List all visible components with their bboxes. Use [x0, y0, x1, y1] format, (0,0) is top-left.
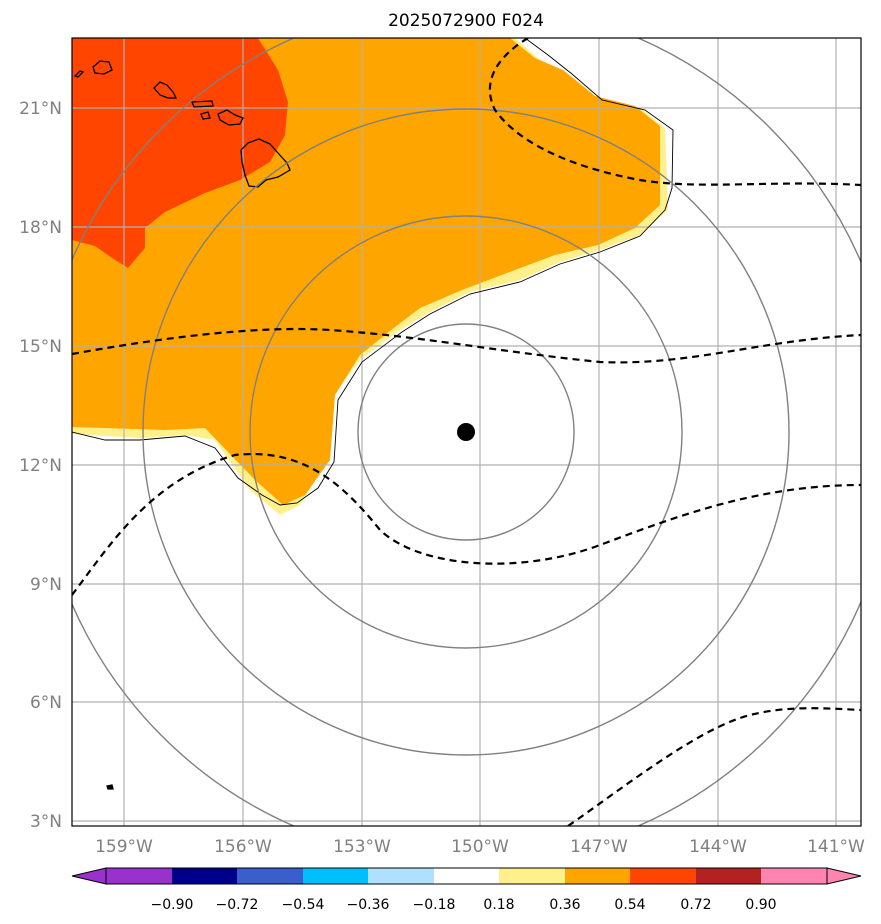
y-tick-label: 12°N: [19, 456, 62, 476]
island-hawaii: [240, 138, 291, 188]
x-tick-label: 153°W: [333, 837, 391, 857]
colorbar-tick-label: 0.72: [680, 897, 711, 913]
field-boundary-line: [72, 38, 674, 506]
colorbar-tick-label: 0.18: [483, 897, 514, 913]
y-tick-label: 18°N: [19, 218, 62, 238]
colorbar-segment: [172, 868, 237, 884]
colorbar-segment: [106, 868, 172, 884]
y-tick-label: 15°N: [19, 337, 62, 357]
x-tick-label: 150°W: [451, 837, 509, 857]
colorbar-tick-label: −0.54: [282, 897, 325, 913]
colorbar-tick-label: 0.36: [549, 897, 580, 913]
colorbar-segment: [565, 868, 630, 884]
colorbar-tick-label: −0.36: [347, 897, 390, 913]
colorbar-segment: [761, 868, 827, 884]
colorbar-tick-label: 0.54: [614, 897, 645, 913]
y-tick-label: 9°N: [30, 575, 62, 595]
range-ring-1: [357, 323, 575, 541]
contour-north: [488, 38, 861, 187]
x-tick-label: 141°W: [807, 837, 865, 857]
map-title: 2025072900 F024: [388, 11, 544, 31]
x-tick-label: 144°W: [689, 837, 747, 857]
island-maui: [217, 109, 244, 126]
contour-south: [567, 707, 861, 826]
map-area: [72, 38, 861, 826]
range-ring-3: [142, 108, 790, 756]
colorbar-segment: [237, 868, 303, 884]
colorbar-extend-high: [826, 867, 862, 885]
colorbar-segment: [499, 868, 565, 884]
field-region-high: [72, 38, 288, 268]
small-island-south: [106, 784, 114, 790]
colorbar-segment: [434, 868, 499, 884]
y-tick-label: 21°N: [19, 99, 62, 119]
range-ring-2: [249, 215, 683, 649]
colorbar: −0.90 −0.72 −0.54 −0.36 −0.18 0.18 0.36 …: [71, 867, 862, 913]
island-oahu: [153, 81, 178, 99]
colorbar-tick-label: −0.90: [151, 897, 194, 913]
map-frame: [71, 37, 862, 827]
x-tick-label: 147°W: [570, 837, 628, 857]
y-tick-label: 6°N: [30, 693, 62, 713]
island-molokai: [191, 100, 214, 108]
colorbar-segment: [303, 868, 368, 884]
colorbar-segment: [368, 868, 434, 884]
island-outlines: [73, 60, 291, 790]
y-tick-label: 3°N: [30, 812, 62, 832]
storm-center-marker: [457, 423, 475, 441]
contour-12n: [72, 452, 861, 596]
x-tick-label: 159°W: [95, 837, 153, 857]
colorbar-tick-label: 0.90: [745, 897, 776, 913]
dashed-contours: [72, 38, 861, 826]
colorbar-segment: [630, 868, 696, 884]
colorbar-tick-label: −0.72: [216, 897, 259, 913]
x-tick-label: 156°W: [214, 837, 272, 857]
colorbar-frame: [105, 867, 828, 885]
colorbar-extend-low: [71, 867, 107, 885]
range-rings: [72, 38, 861, 826]
x-axis-labels: 159°W 156°W 153°W 150°W 147°W 144°W 141°…: [95, 837, 865, 857]
island-lanai: [200, 111, 211, 120]
y-axis-labels: 21°N 18°N 15°N 12°N 9°N 6°N 3°N: [19, 99, 62, 832]
island-niihau: [73, 70, 85, 78]
colorbar-tick-label: −0.18: [413, 897, 456, 913]
colorbar-segment: [696, 868, 761, 884]
island-kauai: [92, 60, 113, 75]
